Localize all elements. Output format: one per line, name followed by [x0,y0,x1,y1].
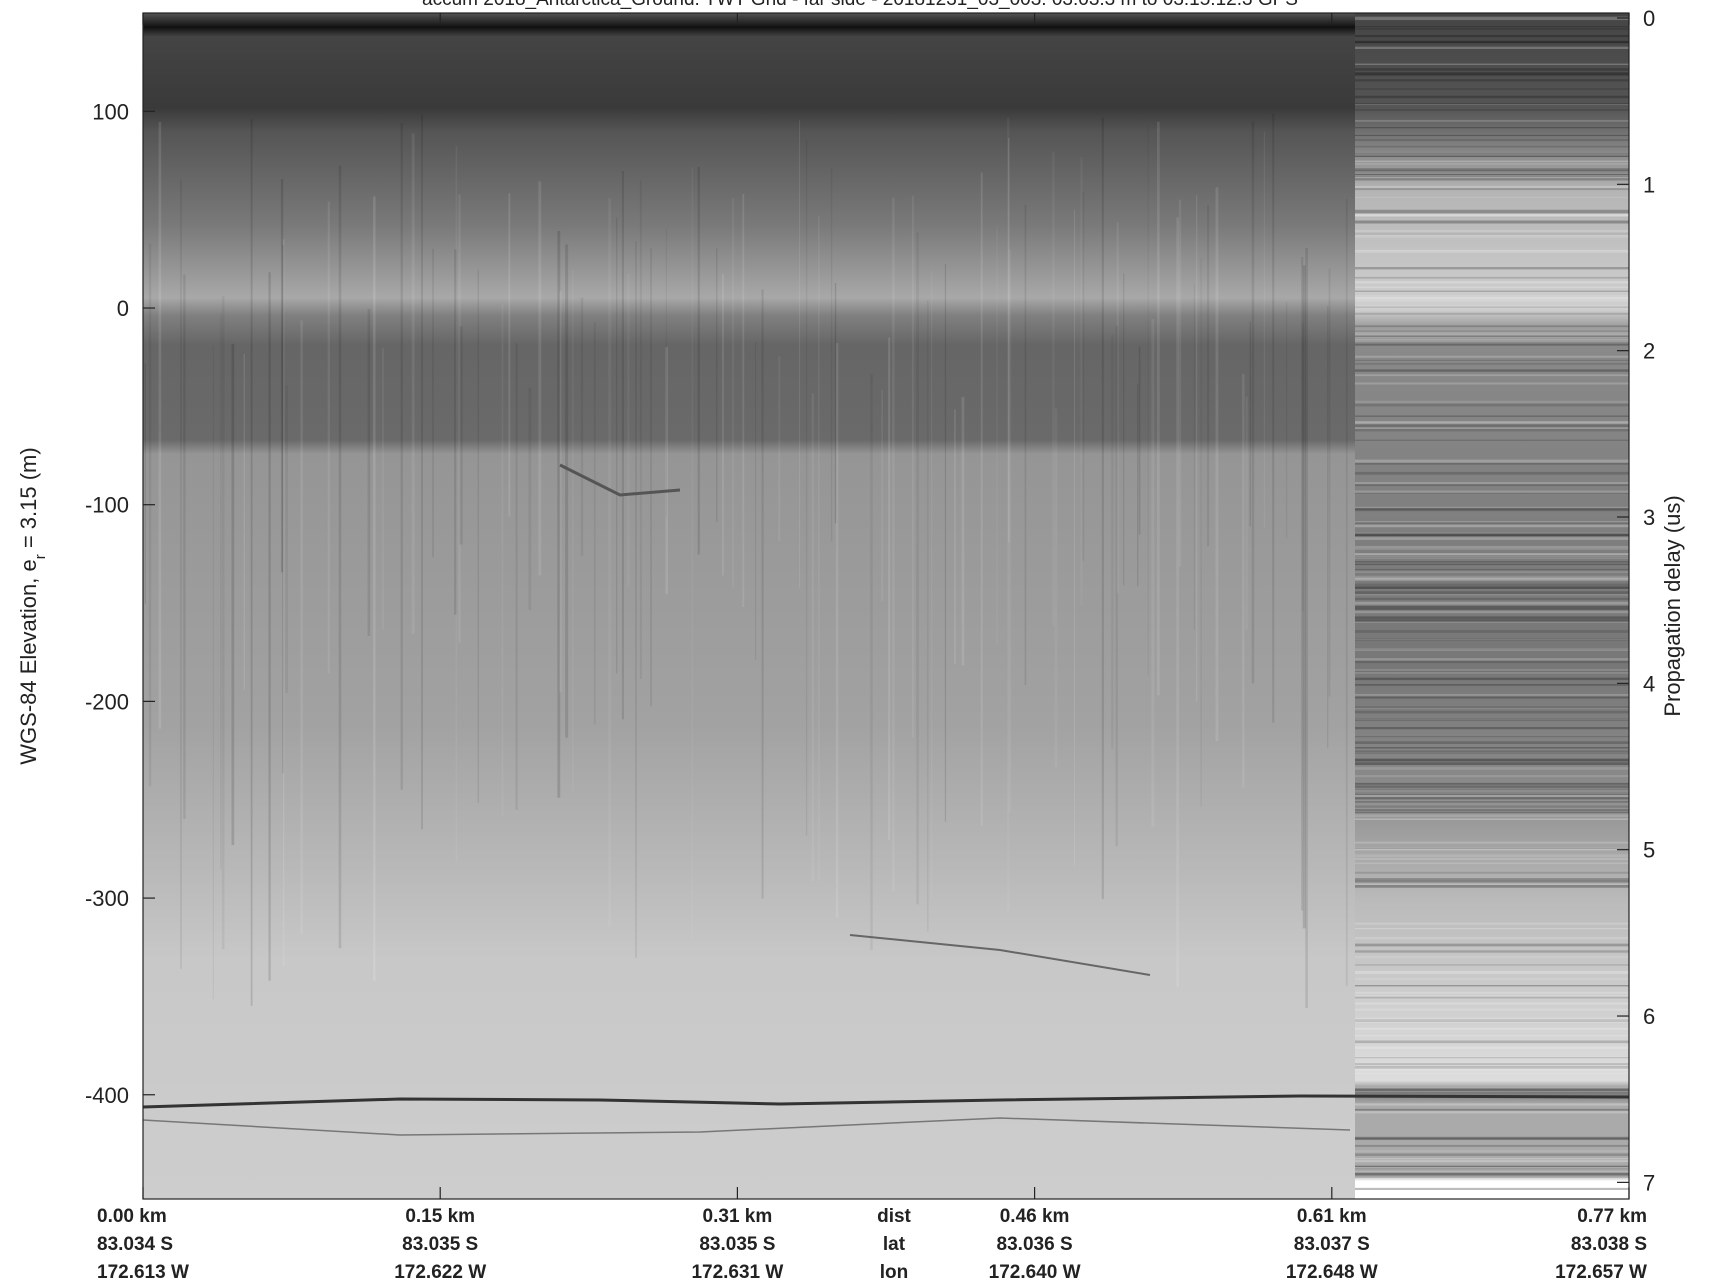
y2-tick-label: 1 [1643,172,1655,197]
y2-tick-label: 7 [1643,1170,1655,1195]
y-tick-label: 100 [92,99,129,124]
y-axis-label-part: = 3.15 (m) [16,447,41,554]
y2-tick-label: 4 [1643,671,1655,696]
plot-frame [142,12,1630,1200]
x-tick-lat: 83.034 S [97,1234,173,1255]
y-axis-label-part: r [32,554,49,559]
x-tick-lon: 172.631 W [691,1262,783,1283]
x-tick-lon: 172.622 W [394,1262,486,1283]
x-tick-lon: 172.613 W [97,1262,189,1283]
y2-tick-label: 3 [1643,505,1655,530]
y2-axis-label: Propagation delay (us) [1660,495,1685,716]
x-tick-label: 0.77 km [1577,1206,1647,1227]
x-tick-lat: 83.037 S [1294,1234,1370,1255]
echogram [143,13,1629,1199]
y2-tick-label: 5 [1643,838,1655,863]
x-tick-lon: 172.648 W [1286,1262,1378,1283]
echogram-image [1355,13,1629,1199]
y2-tick-label: 6 [1643,1004,1655,1029]
layer [143,1117,1351,1136]
y-tick-label: -200 [85,689,129,714]
x-row-label: lat [883,1234,906,1255]
y-tick-label: -300 [85,886,129,911]
y2-tick-label: 2 [1643,339,1655,364]
x-tick-lon: 172.657 W [1555,1262,1647,1283]
y2-tick-label: 0 [1643,6,1655,31]
echogram-texture [144,13,1629,1191]
x-tick-label: 0.46 km [1000,1206,1070,1227]
x-tick-lat: 83.038 S [1571,1234,1647,1255]
x-tick-lat: 83.036 S [997,1234,1073,1255]
x-row-label: dist [877,1206,911,1227]
y-tick-label: -400 [85,1083,129,1108]
x-tick-label: 0.61 km [1297,1206,1367,1227]
x-tick-label: 0.15 km [405,1206,475,1227]
x-row-label: lon [880,1262,909,1283]
x-tick-label: 0.00 km [97,1206,167,1227]
x-tick-lon: 172.640 W [989,1262,1081,1283]
x-tick-lat: 83.035 S [402,1234,478,1255]
x-tick-lat: 83.035 S [699,1234,775,1255]
chart-title: accum 2018_Antarctica_Ground: TWT Gnd - … [422,0,1298,10]
y-tick-label: -100 [85,493,129,518]
y-axis-label: WGS-84 Elevation, er = 3.15 (m) [16,447,49,764]
y-tick-label: 0 [117,296,129,321]
y-axis-label-part: WGS-84 Elevation, e [16,559,41,764]
layer [559,463,681,497]
x-tick-label: 0.31 km [703,1206,773,1227]
echogram-image [143,13,1355,1199]
layer [849,934,1151,976]
bed-layer [143,1094,1629,1109]
